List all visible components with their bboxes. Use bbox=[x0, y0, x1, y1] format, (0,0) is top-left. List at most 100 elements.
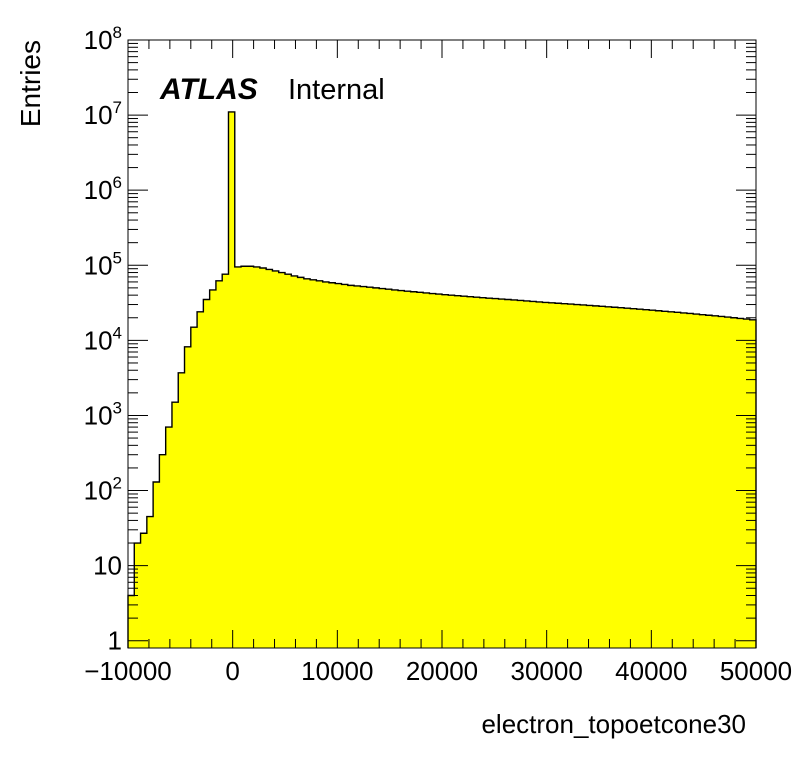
histogram-bar bbox=[517, 300, 525, 648]
tick-labels: −10000 0 10000 20000 30000 40000 50000 1 10 102 10… bbox=[84, 23, 793, 686]
histogram-bar bbox=[228, 111, 236, 649]
y-tick-label: 10 bbox=[93, 551, 122, 581]
histogram-bar bbox=[749, 319, 757, 648]
histogram-bar bbox=[266, 269, 273, 648]
internal-label: Internal bbox=[288, 74, 385, 106]
histogram-bar bbox=[492, 298, 499, 648]
histogram-bar bbox=[272, 270, 280, 648]
histogram-bar bbox=[573, 304, 581, 648]
histogram-bar bbox=[159, 454, 167, 648]
histogram-bar bbox=[253, 266, 261, 648]
x-tick-label: 40000 bbox=[615, 656, 687, 686]
histogram-bar bbox=[661, 311, 669, 648]
histogram-bar bbox=[385, 289, 393, 648]
histogram-bar bbox=[366, 287, 374, 648]
x-tick-label: −10000 bbox=[84, 656, 171, 686]
histogram-bar bbox=[586, 305, 594, 648]
x-axis-label: electron_topoetcone30 bbox=[481, 709, 746, 739]
histogram-bar bbox=[341, 284, 349, 648]
axis-ticks bbox=[127, 39, 757, 648]
histogram-bar bbox=[153, 481, 160, 648]
histogram-bar bbox=[617, 307, 625, 648]
histogram-bar bbox=[423, 292, 430, 648]
histogram-bar bbox=[611, 307, 619, 648]
histogram-bar bbox=[699, 314, 707, 648]
x-tick-label: 30000 bbox=[511, 656, 583, 686]
histogram-bar bbox=[705, 315, 713, 648]
histogram-bar bbox=[372, 287, 380, 648]
histogram-bar bbox=[416, 292, 424, 648]
histogram-bar bbox=[555, 303, 562, 648]
histogram-bar bbox=[316, 280, 324, 648]
histogram-bar bbox=[737, 318, 744, 648]
histogram-bar bbox=[429, 293, 437, 648]
histogram-bars bbox=[128, 111, 757, 649]
histogram-bar bbox=[259, 267, 267, 648]
histogram-bar bbox=[630, 308, 638, 648]
histogram-bar bbox=[291, 275, 298, 648]
histogram-bar bbox=[642, 309, 650, 648]
histogram-bar bbox=[536, 301, 543, 648]
histogram-bar bbox=[460, 296, 468, 648]
histogram-bar bbox=[335, 283, 342, 648]
histogram-bar bbox=[567, 304, 575, 648]
histogram-bar bbox=[215, 280, 223, 648]
histogram-bar bbox=[391, 289, 399, 648]
histogram-bar bbox=[379, 288, 386, 648]
histogram-bar bbox=[674, 312, 682, 648]
histogram-bar bbox=[624, 308, 631, 648]
histogram-bar bbox=[580, 304, 587, 648]
histogram-bar bbox=[730, 317, 738, 648]
histogram-bar bbox=[347, 285, 355, 648]
histogram-bar bbox=[743, 319, 751, 648]
y-tick-label: 105 bbox=[84, 248, 122, 280]
histogram-bar bbox=[498, 299, 506, 648]
histogram-bar bbox=[247, 266, 254, 648]
histogram-bar bbox=[655, 310, 663, 648]
histogram-bar bbox=[448, 295, 455, 648]
histogram-bar bbox=[209, 289, 217, 648]
y-tick-label: 106 bbox=[84, 173, 122, 205]
x-tick-label: 20000 bbox=[406, 656, 478, 686]
histogram-bar bbox=[241, 266, 248, 648]
histogram-bar bbox=[197, 311, 204, 648]
histogram-bar bbox=[128, 595, 135, 648]
histogram-bar bbox=[548, 302, 556, 648]
y-tick-label: 108 bbox=[84, 23, 122, 55]
x-tick-label: 10000 bbox=[301, 656, 373, 686]
histogram-bar bbox=[146, 516, 154, 648]
histogram-bar bbox=[190, 327, 198, 648]
histogram-bar bbox=[529, 301, 537, 648]
histogram-bar bbox=[171, 402, 179, 648]
y-tick-label: 104 bbox=[84, 323, 122, 355]
histogram-bar bbox=[203, 299, 211, 648]
histogram-bar bbox=[398, 290, 405, 648]
histogram-bar bbox=[467, 296, 474, 648]
histogram-bar bbox=[285, 274, 292, 648]
histogram-bar bbox=[599, 306, 606, 648]
histogram-bar bbox=[140, 533, 148, 648]
histogram-outline bbox=[127, 111, 757, 648]
histogram-bar bbox=[322, 281, 330, 648]
histogram-bar bbox=[303, 278, 311, 648]
histogram-bar bbox=[605, 306, 612, 648]
histogram-bar bbox=[184, 346, 192, 648]
histogram-bar bbox=[649, 310, 656, 648]
histogram-bar bbox=[442, 294, 449, 648]
histogram-bar bbox=[686, 313, 694, 648]
histogram-bar bbox=[404, 291, 411, 648]
histogram-bar bbox=[485, 298, 493, 648]
histogram-bar bbox=[504, 299, 512, 648]
histogram-bar bbox=[693, 314, 700, 648]
histogram-bar bbox=[712, 315, 719, 648]
histogram-bar bbox=[435, 294, 443, 648]
histogram-bar bbox=[724, 317, 732, 648]
histogram-bar bbox=[473, 297, 481, 648]
histogram-bar bbox=[178, 372, 185, 648]
histogram-bar bbox=[278, 272, 286, 648]
x-tick-label: 0 bbox=[225, 656, 239, 686]
histogram-bar bbox=[511, 299, 518, 648]
atlas-label: ATLAS bbox=[159, 73, 258, 106]
histogram-bar bbox=[680, 312, 688, 648]
